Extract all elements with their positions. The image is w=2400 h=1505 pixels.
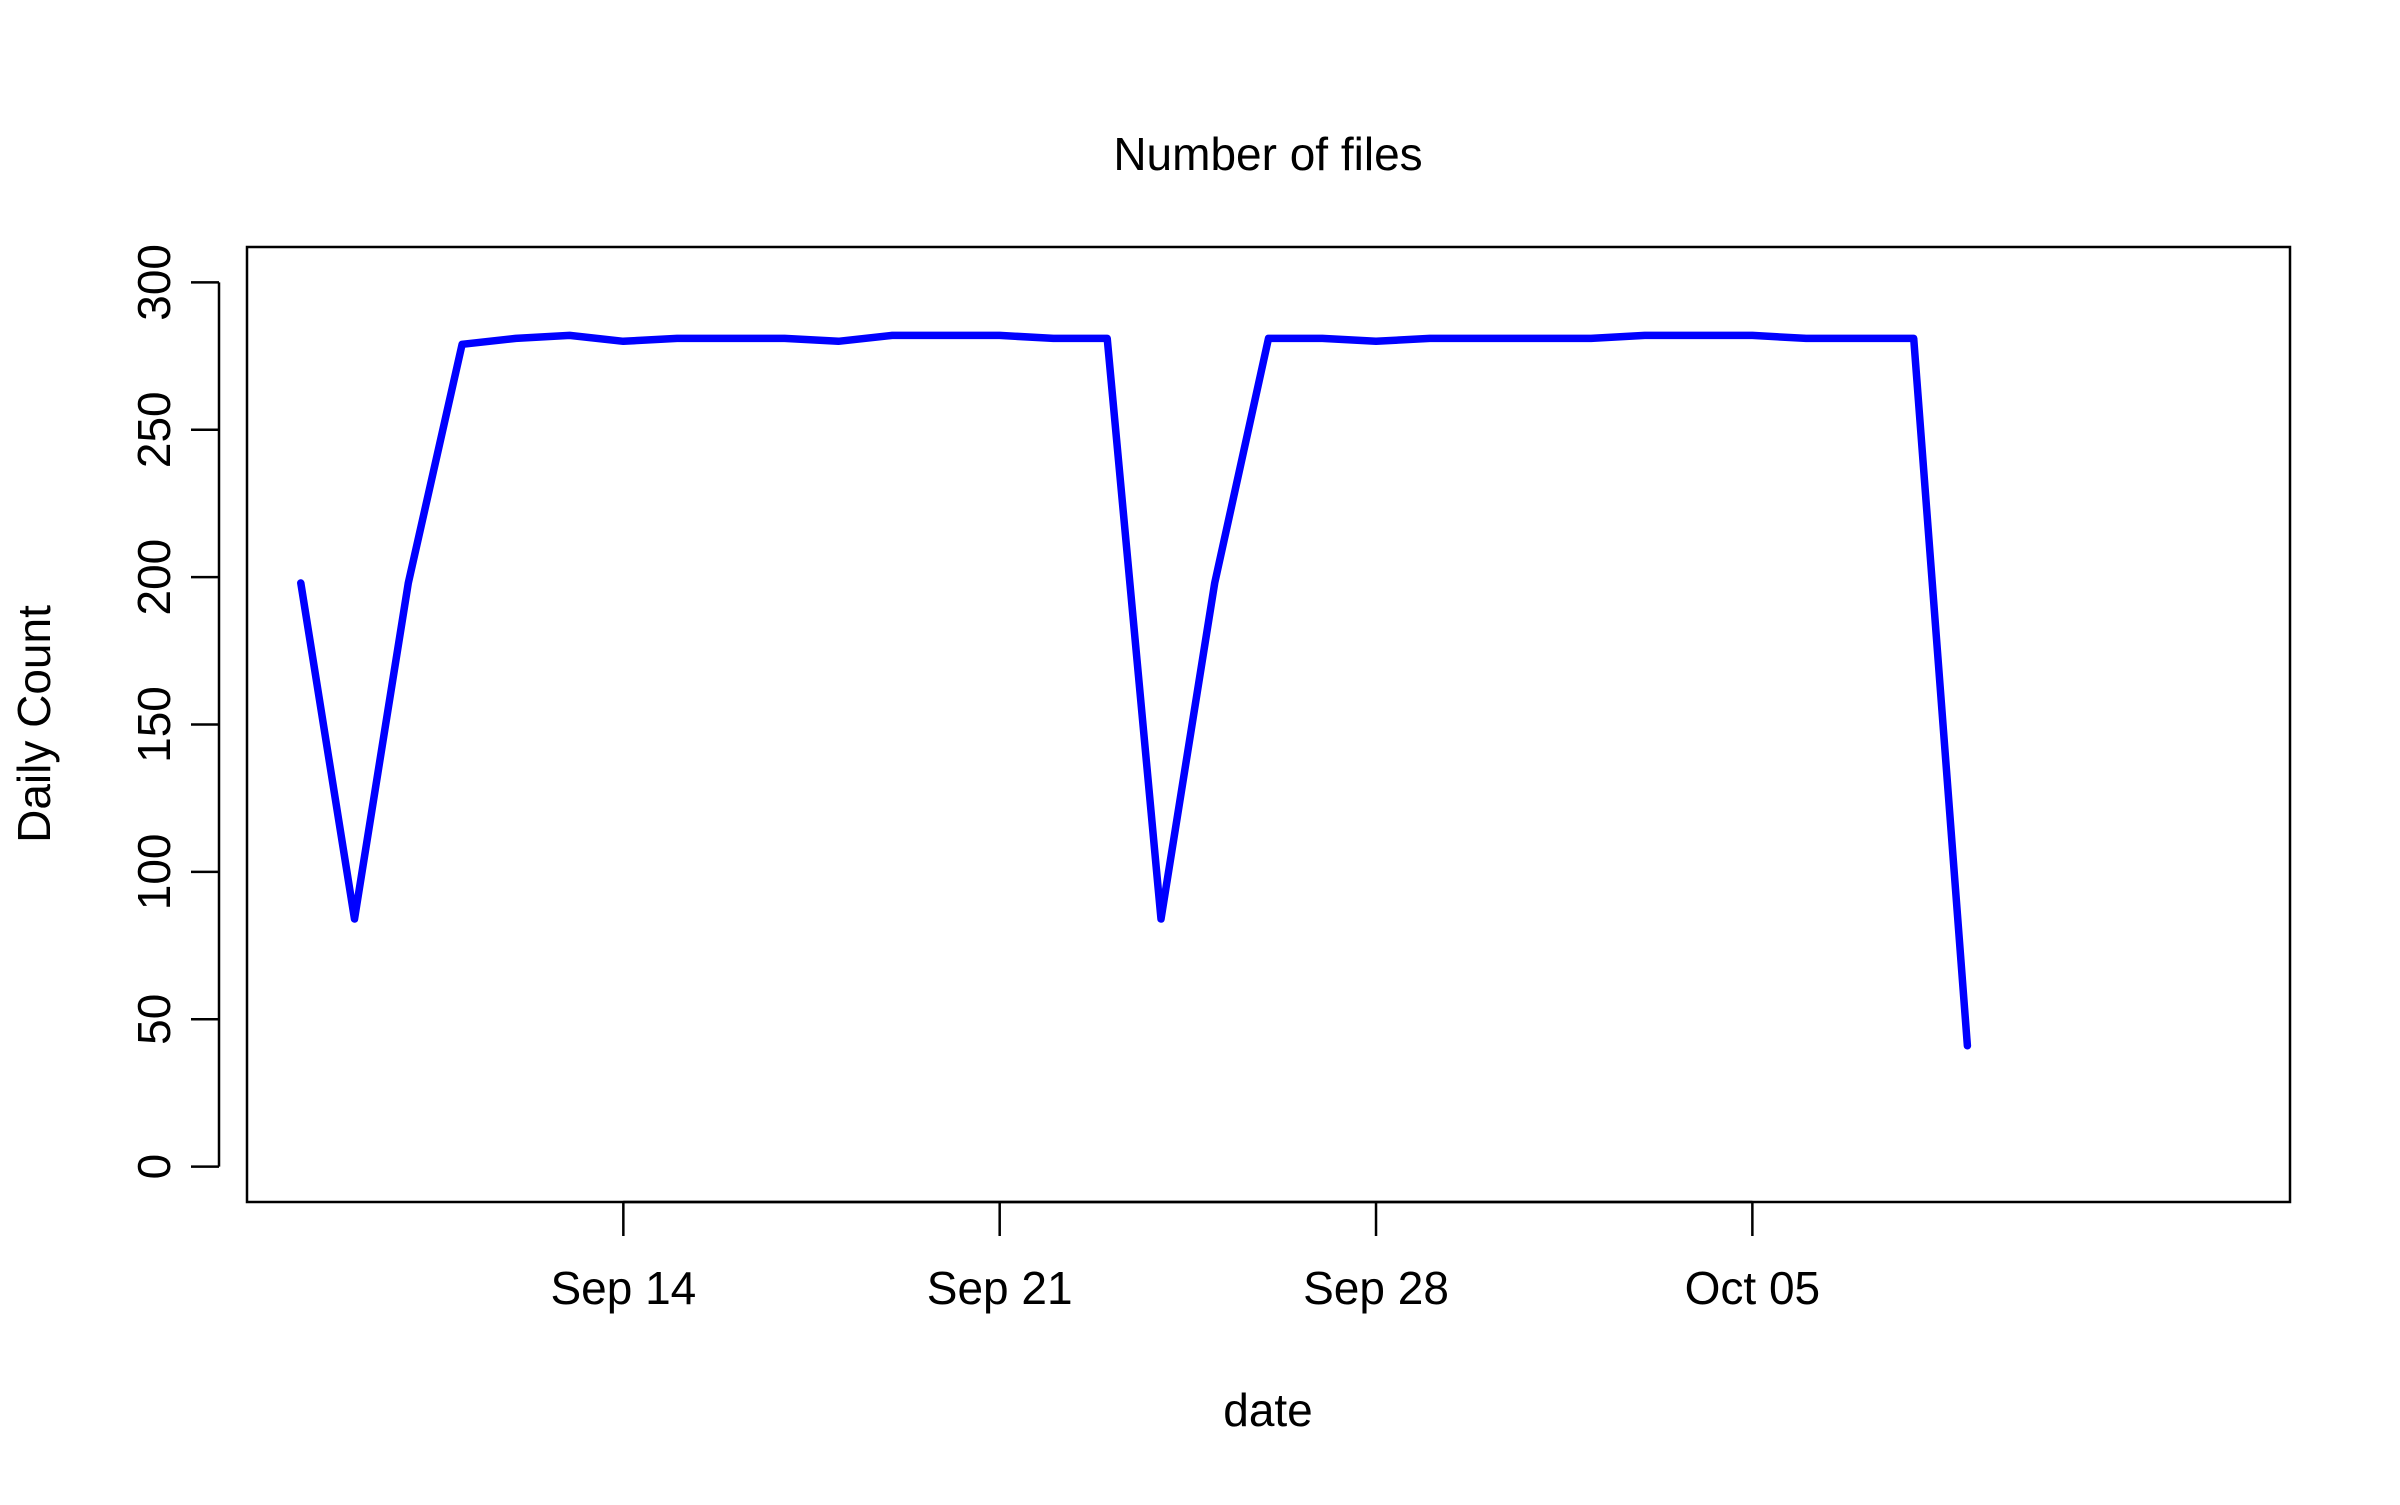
y-axis: 0 50 100 150 200 250 300 [128,244,221,1180]
x-tick-label: Sep 28 [1303,1262,1449,1314]
y-axis-label: Daily Count [8,605,60,843]
x-axis: Sep 14 Sep 21 Sep 28 Oct 05 [550,1200,1821,1314]
y-tick-label: 100 [128,834,180,911]
y-tick-label: 300 [128,244,180,321]
series-line-0 [297,331,1972,1050]
y-tick-label: 0 [128,1154,180,1180]
x-tick-label: Sep 21 [927,1262,1073,1314]
x-axis-label: date [1223,1384,1313,1436]
chart-title: Number of files [1113,128,1422,180]
y-tick-label: 150 [128,686,180,763]
y-tick-label: 50 [128,994,180,1045]
y-tick-label: 250 [128,391,180,468]
x-tick-label: Sep 14 [550,1262,696,1314]
y-tick-label: 200 [128,539,180,616]
series-layer [297,331,1972,1050]
x-tick-label: Oct 05 [1685,1262,1821,1314]
